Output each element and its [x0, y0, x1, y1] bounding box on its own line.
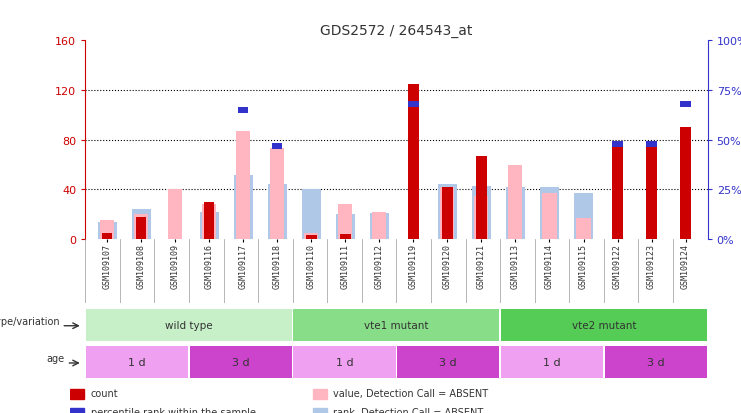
Bar — [680, 102, 691, 108]
Bar — [438, 185, 456, 240]
Bar — [612, 141, 622, 147]
Bar — [234, 175, 253, 240]
Bar — [134, 215, 148, 240]
Bar — [501, 346, 603, 379]
Bar — [397, 346, 499, 379]
Bar — [576, 218, 591, 240]
Text: wild type: wild type — [165, 320, 213, 330]
Text: 3 d: 3 d — [439, 357, 457, 368]
Bar — [506, 188, 525, 240]
Text: vte2 mutant: vte2 mutant — [571, 320, 637, 330]
Bar — [373, 212, 387, 240]
Bar — [236, 132, 250, 240]
Bar — [339, 205, 353, 240]
Bar — [268, 185, 287, 240]
Text: value, Detection Call = ABSENT: value, Detection Call = ABSENT — [333, 388, 488, 398]
Bar — [313, 389, 327, 399]
Bar — [70, 389, 84, 399]
Bar — [272, 143, 282, 150]
Bar — [306, 236, 316, 240]
Text: 3 d: 3 d — [647, 357, 665, 368]
Bar — [136, 217, 147, 240]
Bar — [313, 408, 327, 413]
Bar — [408, 102, 419, 108]
Bar — [605, 346, 707, 379]
Text: genotype/variation: genotype/variation — [0, 316, 59, 326]
Text: percentile rank within the sample: percentile rank within the sample — [91, 407, 256, 413]
Text: 1 d: 1 d — [128, 357, 146, 368]
Bar — [574, 194, 593, 240]
Bar — [476, 157, 487, 240]
Text: 1 d: 1 d — [543, 357, 561, 368]
Bar — [646, 145, 657, 240]
Bar — [302, 190, 321, 240]
Bar — [542, 194, 556, 240]
Bar — [440, 188, 454, 240]
Bar — [305, 233, 319, 240]
Bar — [370, 214, 389, 240]
Bar — [508, 165, 522, 240]
Bar — [612, 147, 622, 240]
Bar — [102, 233, 113, 240]
Bar — [646, 141, 657, 147]
Bar — [202, 205, 216, 240]
Bar — [336, 215, 355, 240]
Bar — [200, 212, 219, 240]
Bar — [340, 235, 350, 240]
Text: age: age — [47, 353, 64, 363]
Text: vte1 mutant: vte1 mutant — [364, 320, 429, 330]
Text: 1 d: 1 d — [336, 357, 353, 368]
Bar — [205, 202, 214, 240]
Text: rank, Detection Call = ABSENT: rank, Detection Call = ABSENT — [333, 407, 483, 413]
Bar — [501, 309, 707, 342]
Bar — [472, 186, 491, 240]
Bar — [293, 346, 396, 379]
Bar — [540, 188, 559, 240]
Bar — [239, 107, 248, 114]
Text: 3 d: 3 d — [232, 357, 250, 368]
Bar — [270, 149, 285, 240]
Bar — [442, 188, 453, 240]
Bar — [70, 408, 84, 413]
Bar — [168, 190, 182, 240]
Bar — [474, 196, 488, 240]
Bar — [190, 346, 292, 379]
Bar — [86, 309, 292, 342]
Bar — [86, 346, 188, 379]
Text: count: count — [91, 388, 119, 398]
Bar — [132, 210, 150, 240]
Bar — [100, 221, 114, 240]
Bar — [293, 309, 499, 342]
Title: GDS2572 / 264543_at: GDS2572 / 264543_at — [320, 24, 473, 38]
Bar — [98, 222, 116, 240]
Bar — [680, 128, 691, 240]
Bar — [408, 85, 419, 240]
